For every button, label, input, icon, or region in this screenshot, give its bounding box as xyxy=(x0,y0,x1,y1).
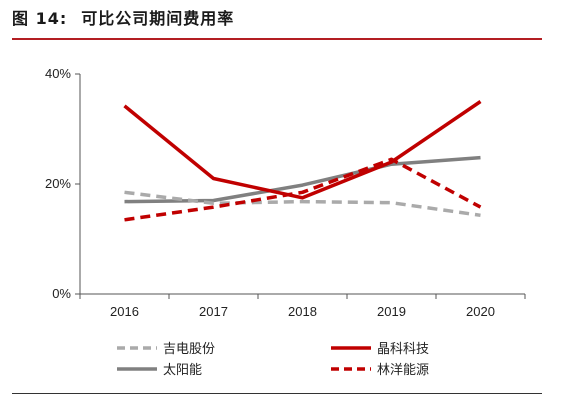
bottom-rule xyxy=(12,393,542,394)
figure-title: 图 14: 可比公司期间费用率 xyxy=(12,6,234,32)
x-tick-label: 2018 xyxy=(288,304,317,319)
series-line-4 xyxy=(124,157,482,222)
title-underline xyxy=(12,38,542,40)
series-line-2 xyxy=(123,100,482,200)
y-tick-label: 40% xyxy=(45,66,71,81)
chart-series xyxy=(123,100,482,222)
figure-caption: 可比公司期间费用率 xyxy=(81,9,235,28)
y-tick-label: 20% xyxy=(45,176,71,191)
figure-number: 图 14: xyxy=(12,9,68,28)
legend-label-3: 太阳能 xyxy=(163,363,202,378)
legend-label-2: 晶科科技 xyxy=(377,342,429,357)
series-line-1 xyxy=(124,190,481,218)
legend-label-1: 吉电股份 xyxy=(163,342,215,357)
x-tick-label: 2019 xyxy=(377,304,406,319)
x-tick-label: 2020 xyxy=(466,304,495,319)
series-line-3 xyxy=(124,155,481,204)
legend-label-4: 林洋能源 xyxy=(377,363,429,378)
x-tick-label: 2016 xyxy=(110,304,139,319)
y-tick-label: 0% xyxy=(52,286,71,301)
x-tick-label: 2017 xyxy=(199,304,228,319)
chart-axes: 0% 20% 40% 2016 2017 2018 2019 2020 xyxy=(45,66,526,319)
